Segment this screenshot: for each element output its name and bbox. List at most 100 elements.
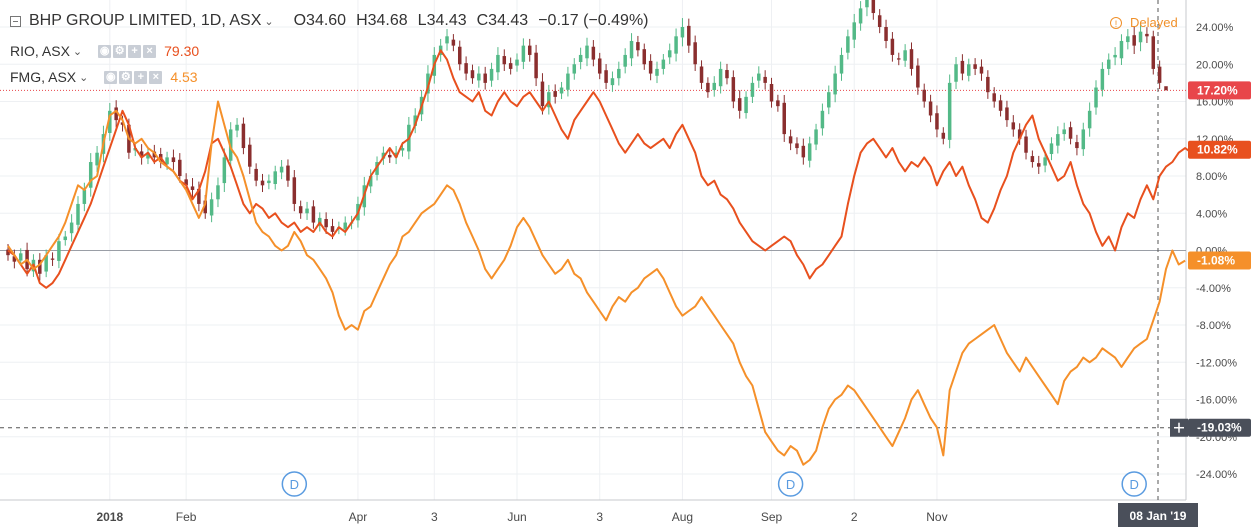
dividend-label: D [786,477,795,492]
candle-body [1056,134,1060,146]
candle-body [413,115,417,126]
candle-body [445,36,449,44]
eye-icon[interactable]: ◉ [104,70,118,84]
candle-body [814,129,818,145]
dividend-marker[interactable] [281,471,308,497]
price-axis[interactable]: 28.00%24.00%20.00%16.00%12.00%8.00%4.00%… [1196,0,1237,481]
candle-body [788,136,793,144]
fmg-symbol[interactable]: FMG, ASX [10,69,77,85]
candle-body [241,123,246,149]
candle-body [731,77,736,102]
candle-body [508,63,513,69]
candle-body [57,241,61,261]
candle-body [267,180,271,184]
candle-body [120,122,125,125]
price-tags: 17.20% 10.82% -1.08% -19.03% 08 Jan '19 [1118,81,1251,527]
rio-line [7,49,1199,289]
dividend-marker[interactable] [777,471,804,497]
candle-body [687,25,691,46]
close-value: C34.43 [476,12,529,29]
price-tag-box [1188,140,1251,159]
candle-body [292,177,297,204]
candle-body [897,58,901,60]
candle-body [305,208,309,214]
candle-body [1164,86,1168,91]
comparison-legend-fmg: FMG, ASX ⌄ ◉ ⚙ + × 4.53 [10,69,198,85]
y-axis-label: 16.00% [1196,97,1234,109]
main-series-legend: BHP GROUP LIMITED, 1D, ASX ⌄ O34.60 H34.… [10,12,649,30]
plus-icon[interactable]: + [128,44,142,58]
candle-body [782,102,786,135]
candle-body [470,70,475,79]
candle-body [642,49,647,65]
candle-body [935,113,939,130]
candle-body [146,152,150,159]
fmg-line [7,100,1186,466]
candle-body [1132,35,1136,46]
candle-body [457,46,462,65]
candle-body [515,59,519,66]
chevron-down-icon[interactable]: ⌄ [72,45,83,58]
eye-icon[interactable]: ◉ [98,44,112,58]
candle-body [661,59,666,69]
x-axis-label: Nov [926,510,947,524]
candle-body [725,70,729,79]
candle-body [833,73,837,95]
candle-body [69,222,74,234]
candle-body [1011,122,1016,130]
candle-body [489,68,494,81]
candle-body [171,157,176,163]
candle-body [114,107,118,121]
candle-body [165,157,169,165]
settings-icon[interactable]: ⚙ [113,44,127,58]
price-tag-box [1188,418,1251,437]
price-tag-box [1188,81,1251,100]
candle-body [858,8,863,24]
candle-body [750,82,755,97]
candle-body [1081,129,1086,150]
candle-body [521,45,526,62]
candle-body [254,168,258,181]
settings-icon[interactable]: ⚙ [119,70,133,84]
chevron-down-icon[interactable]: ⌄ [79,71,89,84]
candle-body [693,42,697,65]
crosshair-date-box [1118,503,1198,527]
symbol-title[interactable]: BHP GROUP LIMITED, 1D, ASX [29,12,262,29]
price-tag-label: 10.82% [1197,143,1238,157]
candle-body [699,66,704,83]
time-axis[interactable]: 2018 Feb Apr 3 Jun 3 Aug Sep 2 Nov [96,510,947,524]
price-tag-label: 17.20% [1197,83,1238,97]
candle-body [877,15,882,27]
candle-body [801,145,806,158]
chevron-down-icon[interactable]: ⌄ [264,15,274,28]
candle-body [1145,33,1149,37]
crosshair-plus-icon[interactable] [1170,418,1188,437]
delayed-badge[interactable]: ! Delayed [1110,15,1178,30]
y-axis-label: 20.00% [1196,59,1234,71]
close-icon[interactable]: × [149,70,163,84]
candle-body [1157,66,1162,83]
rio-value: 79.30 [164,43,200,59]
candle-body [986,76,990,93]
rio-symbol[interactable]: RIO, ASX [10,43,70,59]
candle-body [846,36,850,53]
candle-body [744,96,748,114]
y-axis-label: -4.00% [1196,283,1231,295]
candle-body [483,73,487,83]
candle-body [496,54,500,73]
candle-body [591,46,596,60]
candle-body [667,50,672,58]
candle-body [947,82,952,140]
candle-body [368,176,373,187]
plus-icon[interactable]: + [134,70,148,84]
dividend-marker[interactable] [1121,471,1147,497]
candle-body [610,78,615,86]
candle-body [12,256,17,262]
candle-body [18,253,23,261]
close-icon[interactable]: × [143,44,157,58]
collapse-legend-button[interactable] [10,15,21,27]
x-axis-label: Apr [349,510,368,524]
candle-body [629,40,634,59]
